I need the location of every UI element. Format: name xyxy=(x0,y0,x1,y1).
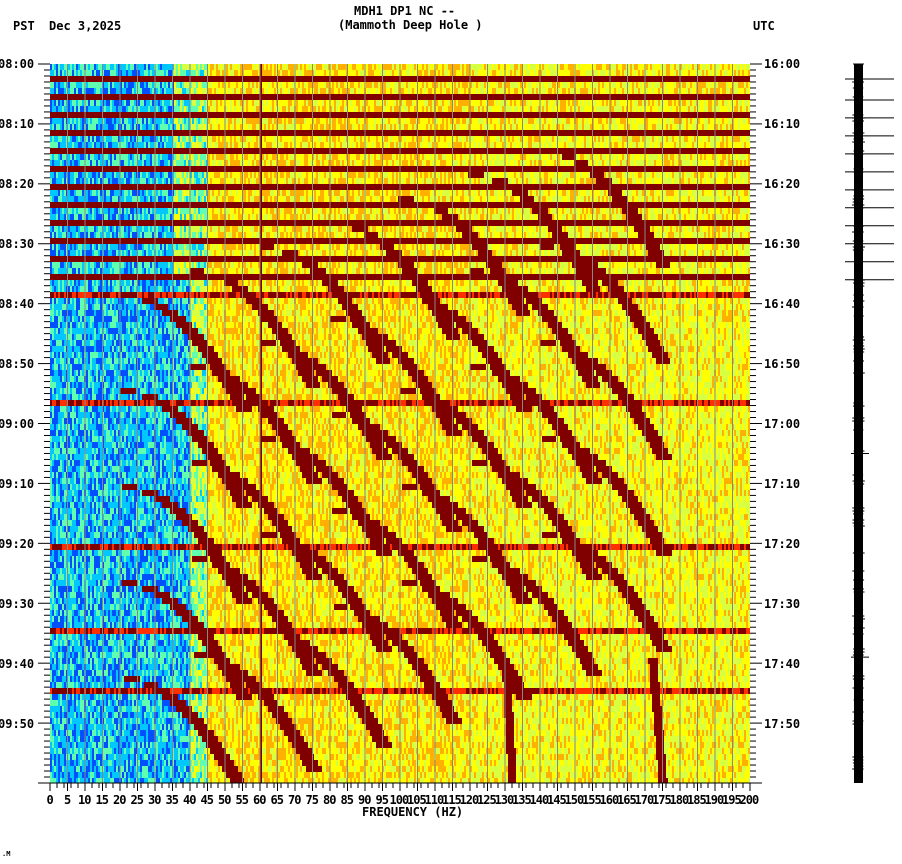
x-tick: 135 xyxy=(512,794,532,806)
x-tick: 190 xyxy=(705,794,725,806)
y-tick-right: 17:30 xyxy=(764,598,800,610)
x-tick: 100 xyxy=(390,794,410,806)
x-tick: 30 xyxy=(148,794,161,806)
x-tick: 40 xyxy=(183,794,196,806)
x-tick: 0 xyxy=(47,794,54,806)
date-label: Dec 3,2025 xyxy=(49,20,121,33)
x-tick: 125 xyxy=(477,794,497,806)
x-tick: 175 xyxy=(652,794,672,806)
x-tick: 115 xyxy=(442,794,462,806)
x-tick: 10 xyxy=(78,794,91,806)
y-tick-left: 08:40 xyxy=(0,298,34,310)
y-tick-right: 16:30 xyxy=(764,238,800,250)
y-tick-left: 08:20 xyxy=(0,178,34,190)
x-tick: 20 xyxy=(113,794,126,806)
x-tick: 200 xyxy=(740,794,760,806)
x-tick: 35 xyxy=(166,794,179,806)
x-tick: 45 xyxy=(201,794,214,806)
x-tick: 120 xyxy=(460,794,480,806)
x-tick: 90 xyxy=(358,794,371,806)
x-axis-label: FREQUENCY (HZ) xyxy=(362,806,463,819)
y-tick-right: 16:20 xyxy=(764,178,800,190)
x-tick: 50 xyxy=(218,794,231,806)
x-tick: 15 xyxy=(96,794,109,806)
y-tick-right: 17:20 xyxy=(764,538,800,550)
y-tick-right: 16:00 xyxy=(764,58,800,70)
y-tick-right: 16:50 xyxy=(764,358,800,370)
x-tick: 95 xyxy=(376,794,389,806)
x-tick: 80 xyxy=(323,794,336,806)
y-tick-right: 17:50 xyxy=(764,718,800,730)
y-tick-left: 08:10 xyxy=(0,118,34,130)
spectrogram-plot xyxy=(50,64,750,783)
x-tick: 180 xyxy=(670,794,690,806)
corner-mark: .M xyxy=(2,848,10,861)
x-tick: 75 xyxy=(306,794,319,806)
y-tick-right: 16:40 xyxy=(764,298,800,310)
x-tick: 160 xyxy=(600,794,620,806)
x-tick: 195 xyxy=(722,794,742,806)
x-tick: 5 xyxy=(64,794,71,806)
y-tick-left: 08:00 xyxy=(0,58,34,70)
x-tick: 145 xyxy=(547,794,567,806)
x-tick: 65 xyxy=(271,794,284,806)
y-tick-right: 17:40 xyxy=(764,658,800,670)
y-tick-left: 09:00 xyxy=(0,418,34,430)
left-timezone: PST xyxy=(13,20,35,33)
x-tick: 185 xyxy=(687,794,707,806)
y-tick-right: 17:00 xyxy=(764,418,800,430)
y-tick-left: 09:10 xyxy=(0,478,34,490)
y-tick-left: 09:20 xyxy=(0,538,34,550)
station-title: MDH1 DP1 NC -- xyxy=(354,5,455,18)
y-tick-right: 17:10 xyxy=(764,478,800,490)
right-timezone: UTC xyxy=(753,20,775,33)
x-tick: 85 xyxy=(341,794,354,806)
x-tick: 25 xyxy=(131,794,144,806)
x-tick: 60 xyxy=(253,794,266,806)
x-tick: 170 xyxy=(635,794,655,806)
y-tick-left: 08:30 xyxy=(0,238,34,250)
x-tick: 155 xyxy=(582,794,602,806)
y-tick-left: 09:50 xyxy=(0,718,34,730)
y-tick-left: 09:40 xyxy=(0,658,34,670)
y-tick-left: 09:30 xyxy=(0,598,34,610)
x-tick: 130 xyxy=(495,794,515,806)
y-tick-right: 16:10 xyxy=(764,118,800,130)
x-tick: 105 xyxy=(407,794,427,806)
x-tick: 140 xyxy=(530,794,550,806)
location-title: (Mammoth Deep Hole ) xyxy=(338,19,483,32)
x-tick: 165 xyxy=(617,794,637,806)
x-tick: 150 xyxy=(565,794,585,806)
x-tick: 55 xyxy=(236,794,249,806)
x-tick: 70 xyxy=(288,794,301,806)
x-tick: 110 xyxy=(425,794,445,806)
y-tick-left: 08:50 xyxy=(0,358,34,370)
